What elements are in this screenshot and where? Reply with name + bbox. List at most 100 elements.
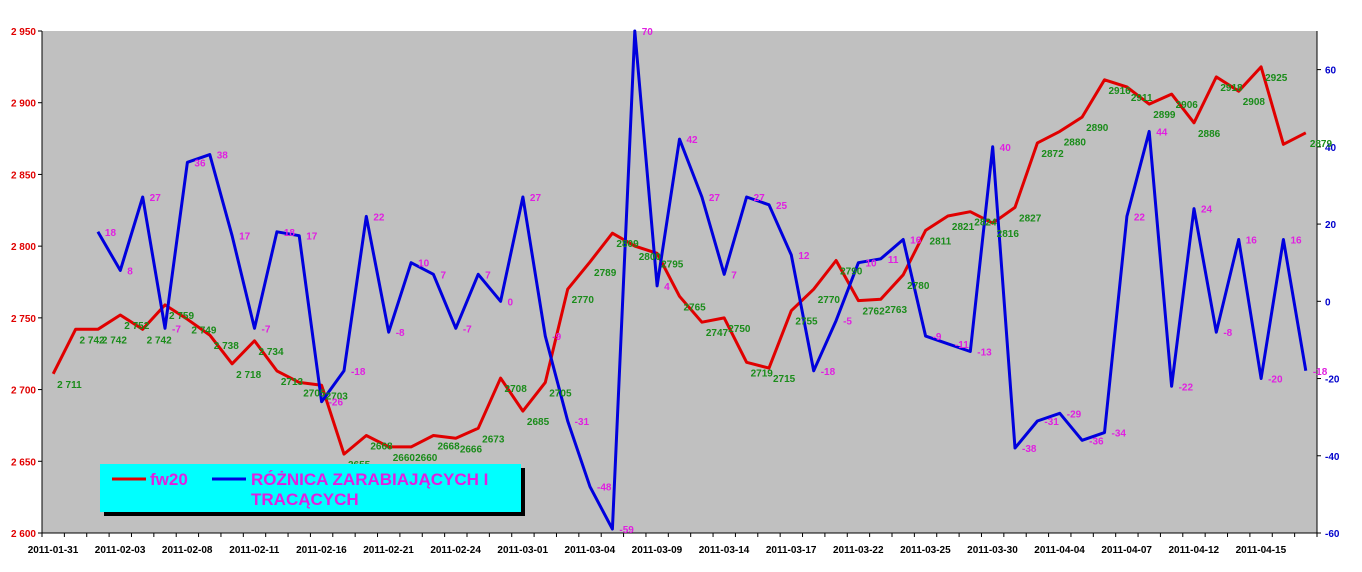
- data-label-fw20: 2790: [840, 266, 863, 277]
- y-left-tick-label: 2 900: [11, 99, 36, 110]
- y-right-tick-label: -20: [1325, 375, 1340, 386]
- data-label-fw20: 2 749: [191, 325, 216, 336]
- data-label-fw20: 2925: [1265, 73, 1288, 84]
- x-tick-label: 2011-01-31: [28, 545, 79, 556]
- data-label-fw20: 2685: [527, 417, 550, 428]
- data-label-difference: -5: [843, 317, 852, 328]
- data-label-fw20: 2703: [326, 391, 349, 402]
- x-tick-label: 2011-04-07: [1101, 545, 1152, 556]
- data-label-difference: 25: [776, 201, 788, 212]
- data-label-fw20: 2770: [818, 295, 841, 306]
- data-label-difference: -7: [172, 324, 181, 335]
- data-label-difference: -9: [552, 332, 561, 343]
- data-label-fw20: 2765: [684, 302, 707, 313]
- data-label-difference: 70: [642, 27, 654, 38]
- data-label-fw20: 2890: [1086, 123, 1109, 134]
- data-label-difference: -18: [1313, 367, 1328, 378]
- data-label-fw20: 2762: [862, 307, 885, 318]
- data-label-difference: 27: [530, 193, 542, 204]
- y-left-tick-label: 2 750: [11, 314, 36, 325]
- legend-label-difference-line1: RÓŻNICA ZARABIAJĄCYCH I: [251, 470, 488, 489]
- data-label-fw20: 2719: [751, 368, 774, 379]
- data-label-fw20: 2780: [907, 281, 930, 292]
- data-label-difference: 8: [127, 266, 133, 277]
- data-label-difference: -8: [1223, 328, 1232, 339]
- data-label-difference: -22: [1179, 382, 1194, 393]
- data-label-difference: -59: [619, 525, 634, 536]
- data-label-fw20: 2 742: [147, 335, 172, 346]
- data-label-fw20: 2660: [415, 453, 438, 464]
- x-tick-label: 2011-03-25: [900, 545, 951, 556]
- data-label-difference: 22: [373, 212, 385, 223]
- x-tick-label: 2011-03-04: [565, 545, 616, 556]
- data-label-difference: 10: [865, 259, 877, 270]
- data-label-fw20: 2705: [549, 388, 572, 399]
- y-axis-left: 2 600 2 650 2 700 2 750 2 800 2 850 2 900 2 950: [11, 27, 43, 540]
- y-left-tick-label: 2 650: [11, 457, 36, 468]
- data-label-difference: -34: [1112, 429, 1127, 440]
- data-label-difference: -31: [575, 417, 590, 428]
- legend-label-difference-line2: TRACĄCYCH: [251, 490, 359, 509]
- data-label-fw20: 2666: [460, 444, 483, 455]
- data-label-fw20: 2715: [773, 374, 796, 385]
- data-label-difference: -26: [329, 398, 344, 409]
- data-label-difference: 44: [1156, 127, 1168, 138]
- data-label-difference: 18: [284, 228, 296, 239]
- data-label-difference: 27: [754, 193, 766, 204]
- data-label-difference: 24: [1201, 205, 1213, 216]
- legend: fw20 RÓŻNICA ZARABIAJĄCYCH I TRACĄCYCH: [100, 464, 525, 516]
- data-label-fw20: 2770: [572, 295, 595, 306]
- data-label-fw20: 2789: [594, 268, 617, 279]
- data-label-fw20: 2899: [1153, 110, 1176, 121]
- y-right-tick-label: 0: [1325, 297, 1331, 308]
- x-tick-label: 2011-03-14: [699, 545, 750, 556]
- data-label-fw20: 2705: [303, 388, 326, 399]
- x-tick-label: 2011-02-24: [430, 545, 481, 556]
- data-label-fw20: 2908: [1243, 97, 1266, 108]
- data-label-fw20: 2755: [795, 317, 818, 328]
- data-label-fw20: 2 734: [259, 347, 284, 358]
- x-tick-label: 2011-02-11: [229, 545, 279, 556]
- x-tick-label: 2011-02-08: [162, 545, 213, 556]
- data-label-fw20: 2827: [1019, 213, 1042, 224]
- data-label-fw20: 2886: [1198, 129, 1221, 140]
- data-label-fw20: 2 738: [214, 341, 239, 352]
- data-label-fw20: 2660: [393, 453, 416, 464]
- y-left-tick-label: 2 850: [11, 170, 36, 181]
- data-label-difference: -29: [1067, 409, 1082, 420]
- series-fw20: [51, 65, 1307, 456]
- data-label-difference: -38: [1022, 444, 1037, 455]
- x-tick-label: 2011-03-30: [967, 545, 1018, 556]
- data-label-fw20: 2668: [370, 441, 393, 452]
- data-label-difference: -18: [821, 367, 836, 378]
- data-label-fw20: 2 742: [80, 335, 105, 346]
- data-label-fw20: 2816: [997, 229, 1020, 240]
- data-label-difference: 0: [508, 297, 514, 308]
- data-label-fw20: 2911: [1131, 93, 1153, 104]
- data-label-difference: 17: [306, 232, 318, 243]
- data-label-difference: 12: [798, 251, 810, 262]
- data-label-fw20: 2 759: [169, 311, 194, 322]
- data-label-fw20: 2763: [885, 305, 908, 316]
- y-left-tick-label: 2 600: [11, 529, 36, 540]
- x-tick-label: 2011-02-21: [363, 545, 414, 556]
- x-tick-label: 2011-04-04: [1034, 545, 1085, 556]
- data-label-fw20: 2880: [1064, 137, 1087, 148]
- y-axis-right: -60 -40 -20 0 20 40 60: [1316, 31, 1340, 540]
- data-label-difference: 18: [105, 228, 117, 239]
- data-label-difference: 7: [485, 270, 491, 281]
- data-label-difference: -36: [1089, 436, 1104, 447]
- data-label-difference: 40: [1000, 143, 1012, 154]
- data-label-difference: 17: [239, 232, 251, 243]
- plot-area: [42, 31, 1317, 533]
- data-label-fw20: 2708: [505, 384, 528, 395]
- data-label-difference: -7: [262, 324, 271, 335]
- data-label-difference: 11: [888, 255, 899, 266]
- x-tick-label: 2011-03-09: [632, 545, 683, 556]
- x-tick-label: 2011-04-15: [1236, 545, 1287, 556]
- y-right-tick-label: -40: [1325, 452, 1340, 463]
- y-left-tick-label: 2 800: [11, 242, 36, 253]
